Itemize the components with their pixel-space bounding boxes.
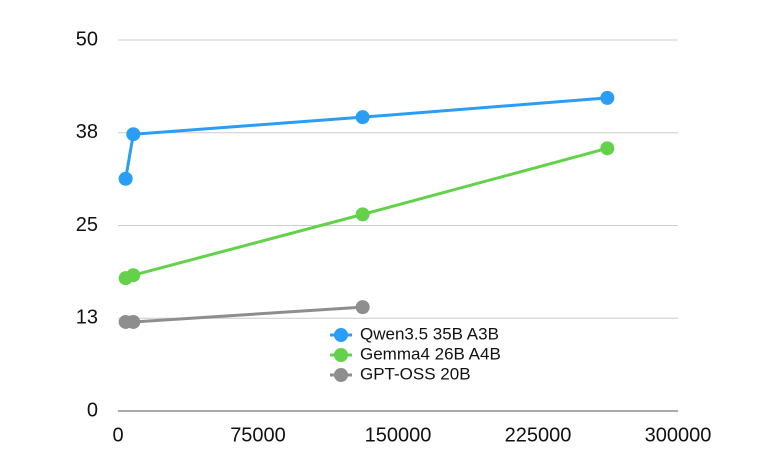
- y-tick-label: 50: [76, 28, 98, 50]
- legend-marker: [334, 328, 348, 342]
- x-tick-label: 150000: [365, 424, 432, 446]
- point: [600, 141, 615, 156]
- point: [126, 127, 141, 142]
- legend-label: Gemma4 26B A4B: [360, 344, 501, 363]
- y-tick-label: 25: [76, 214, 98, 236]
- point: [600, 90, 615, 105]
- x-tick-label: 225000: [505, 424, 572, 446]
- point: [355, 300, 370, 315]
- legend-marker: [334, 348, 348, 362]
- y-tick-label: 13: [76, 307, 98, 329]
- point: [126, 314, 141, 329]
- point: [118, 171, 133, 186]
- y-tick-label: 38: [76, 121, 98, 143]
- point: [126, 268, 141, 283]
- x-tick-label: 300000: [645, 424, 712, 446]
- point: [355, 110, 370, 125]
- y-tick-label: 0: [87, 399, 98, 421]
- series-line: [125, 305, 363, 324]
- point: [355, 207, 370, 222]
- legend-label: GPT-OSS 20B: [360, 364, 471, 383]
- x-tick-label: 75000: [230, 424, 286, 446]
- series-line: [124, 96, 608, 180]
- x-tick-label: 0: [112, 424, 123, 446]
- legend-label: Qwen3.5 35B A3B: [360, 324, 499, 343]
- legend-marker: [334, 368, 348, 382]
